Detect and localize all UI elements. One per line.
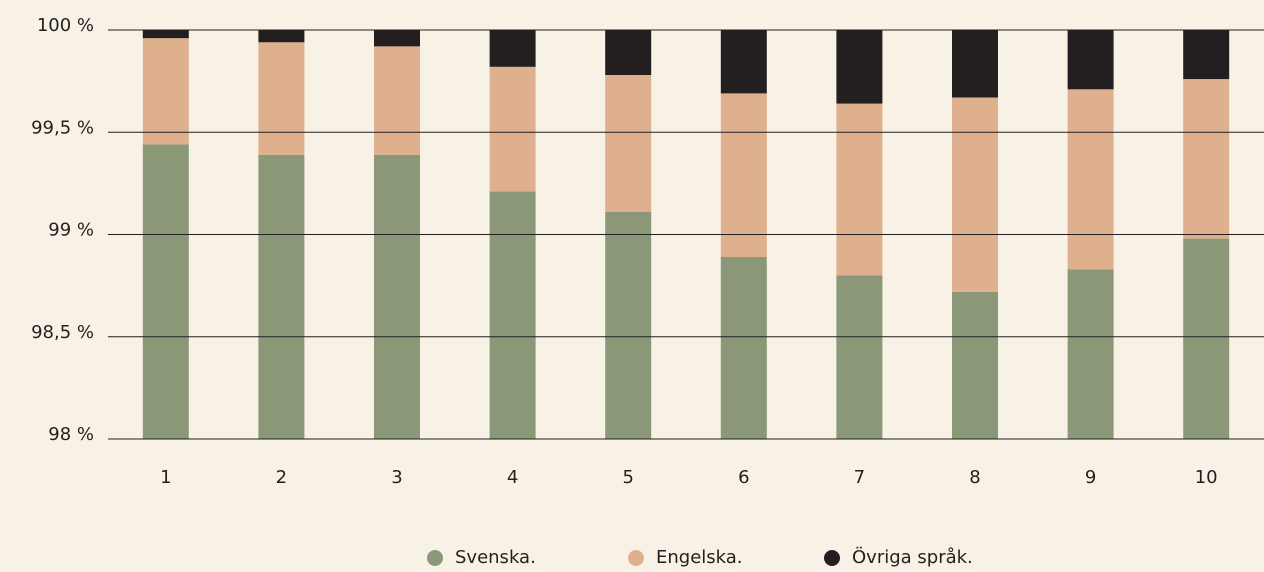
bar-segment <box>605 30 652 75</box>
y-tick-label: 100 % <box>37 15 94 36</box>
legend-swatch <box>427 550 443 566</box>
y-tick-label: 99,5 % <box>31 117 94 138</box>
legend-label: Övriga språk. <box>852 546 973 568</box>
bar-segment <box>836 30 883 104</box>
bar-segment <box>720 256 767 439</box>
bar-segment <box>489 66 536 192</box>
x-tick-label: 7 <box>854 467 865 488</box>
bar-segment <box>836 103 883 276</box>
bar-segment <box>142 38 189 145</box>
x-tick-label: 8 <box>969 467 980 488</box>
x-tick-label: 4 <box>507 467 518 488</box>
bar-segment <box>605 74 652 213</box>
legend-label: Svenska. <box>455 547 536 568</box>
bar-segment <box>1067 269 1114 439</box>
y-tick-label: 99 % <box>48 220 94 241</box>
bar-segment <box>1067 89 1114 270</box>
bar-segment <box>605 212 652 439</box>
y-tick-label: 98 % <box>48 424 94 445</box>
bar-segment <box>720 93 767 257</box>
x-tick-label: 10 <box>1195 467 1218 488</box>
bar-segment <box>489 191 536 439</box>
bar-segment <box>720 30 767 94</box>
x-tick-label: 3 <box>391 467 402 488</box>
bar-segment <box>1183 79 1230 239</box>
bar-segment <box>952 97 998 292</box>
x-tick-label: 5 <box>622 467 633 488</box>
x-tick-label: 2 <box>276 467 287 488</box>
bar-segment <box>952 30 998 98</box>
bar-segment <box>374 154 420 439</box>
bar-segment <box>258 30 305 43</box>
bar-segment <box>258 154 305 439</box>
x-tick-label: 9 <box>1085 467 1096 488</box>
bar-segment <box>489 30 536 67</box>
bar-segment <box>142 144 189 439</box>
bar-segment <box>258 42 305 155</box>
legend-swatch <box>628 550 644 566</box>
legend-swatch <box>824 550 840 566</box>
y-tick-label: 98,5 % <box>31 322 94 343</box>
bar-segment <box>374 30 420 47</box>
bar-segment <box>952 291 998 439</box>
bar-segment <box>1183 30 1230 80</box>
x-tick-label: 6 <box>738 467 749 488</box>
legend-label: Engelska. <box>656 547 743 568</box>
bar-segment <box>1183 238 1230 439</box>
bar-segment <box>1067 30 1114 90</box>
bar-segment <box>142 30 189 39</box>
x-tick-label: 1 <box>160 467 171 488</box>
bar-segment <box>836 275 883 439</box>
bar-segment <box>374 46 420 155</box>
